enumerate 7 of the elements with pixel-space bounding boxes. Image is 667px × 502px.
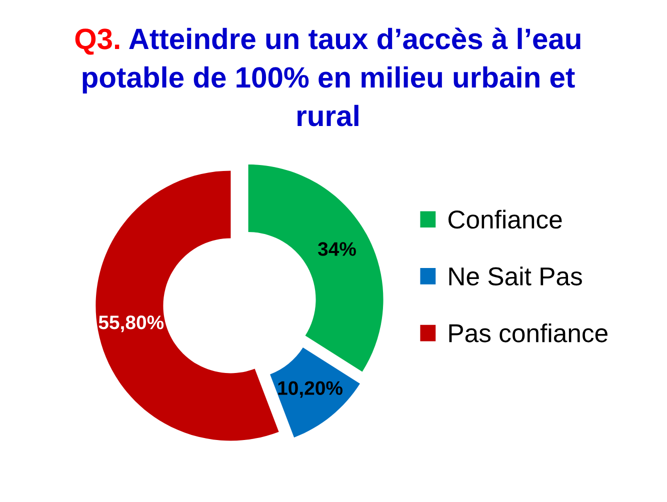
chart-title: Q3. Atteindre un taux d’accès à l’eau potable de 100% en milieu urbain et rural [75, 28, 580, 126]
legend-label: Pas confiance [449, 323, 608, 342]
data-label: 34% [318, 242, 356, 256]
data-label: 55,80% [98, 316, 164, 332]
legend-label: Ne Sait Pas [449, 266, 582, 286]
data-label: 10,20% [278, 381, 342, 398]
legend-label: Confiance [448, 210, 562, 229]
